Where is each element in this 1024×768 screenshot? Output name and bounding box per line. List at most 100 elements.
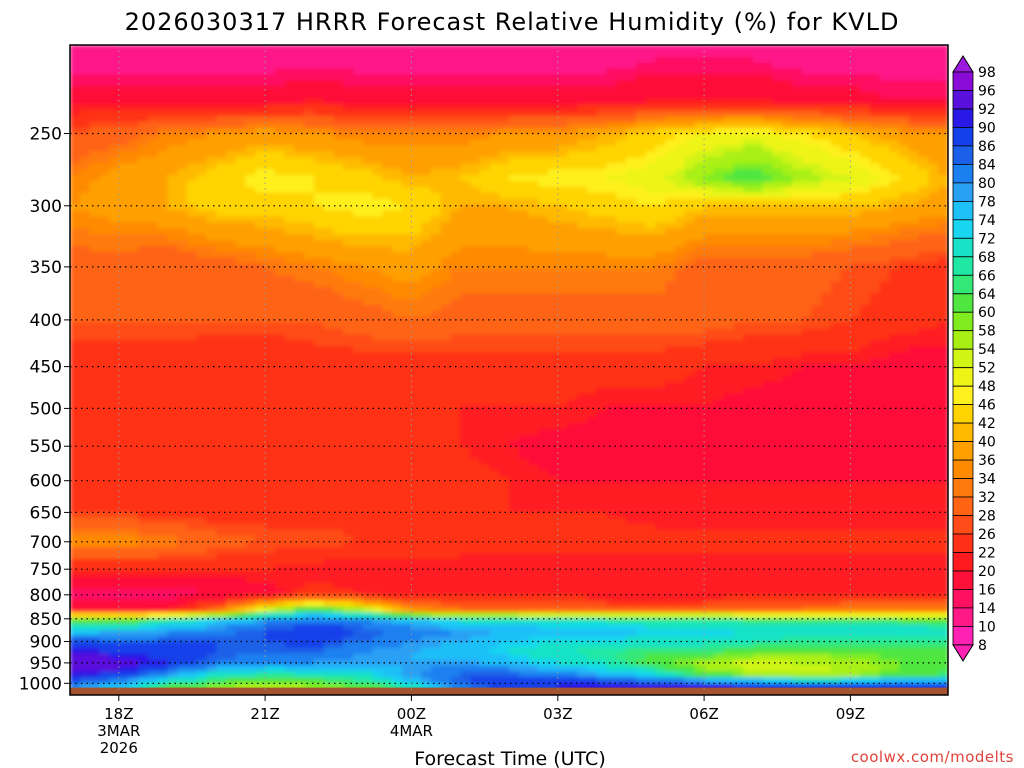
heat-cell — [128, 435, 139, 442]
heat-cell — [138, 151, 149, 158]
heat-cell — [177, 417, 188, 424]
heat-cell — [382, 68, 393, 76]
heat-cell — [489, 210, 500, 217]
heat-cell — [118, 281, 130, 288]
heat-cell — [401, 606, 413, 613]
heat-cell — [479, 157, 491, 164]
heat-cell — [128, 482, 139, 489]
heat-cell — [196, 535, 208, 542]
heat-cell — [255, 565, 266, 572]
heat-cell — [343, 511, 354, 519]
heat-cell — [411, 299, 422, 306]
heat-cell — [118, 169, 130, 176]
heat-cell — [479, 56, 491, 64]
heat-cell — [206, 340, 217, 347]
heat-cell — [489, 505, 500, 513]
heat-cell — [362, 435, 374, 442]
heat-cell — [479, 476, 491, 483]
heat-cell — [440, 429, 452, 436]
heat-cell — [362, 440, 374, 448]
heat-cell — [196, 180, 208, 188]
heat-cell — [109, 488, 120, 495]
heat-cell — [99, 115, 110, 123]
heat-cell — [333, 251, 344, 259]
heat-cell — [304, 334, 315, 342]
heat-cell — [372, 381, 383, 389]
heat-cell — [421, 139, 432, 147]
heat-cell — [313, 559, 325, 566]
heat-cell — [138, 381, 149, 389]
heat-cell — [362, 50, 374, 58]
heat-cell — [304, 570, 315, 578]
heat-cell — [187, 541, 198, 548]
heat-cell — [177, 275, 188, 282]
heat-cell — [294, 423, 305, 430]
heat-cell — [167, 476, 178, 483]
heat-cell — [294, 352, 305, 359]
heat-cell — [226, 488, 237, 495]
heat-cell — [440, 505, 452, 513]
heat-cell — [450, 523, 461, 531]
heat-cell — [362, 180, 374, 188]
heat-cell — [382, 565, 393, 572]
heat-cell — [421, 559, 432, 566]
heat-cell — [323, 251, 334, 259]
heat-cell — [255, 429, 266, 436]
heat-cell — [226, 80, 237, 87]
heat-cell — [245, 370, 256, 377]
heat-cell — [460, 287, 471, 294]
heat-cell — [235, 257, 247, 265]
heat-cell — [255, 630, 266, 637]
heat-cell — [440, 127, 452, 135]
heat-cell — [216, 671, 227, 678]
heat-cell — [109, 494, 120, 501]
heat-cell — [499, 399, 510, 407]
heat-cell — [70, 470, 81, 477]
heat-cell — [343, 541, 354, 548]
heat-cell — [352, 588, 364, 596]
heat-cell — [450, 435, 461, 442]
heat-cell — [177, 582, 188, 590]
heat-cell — [372, 523, 383, 531]
heat-cell — [226, 186, 237, 194]
heat-cell — [401, 56, 413, 64]
heat-cell — [382, 127, 393, 135]
heat-cell — [421, 505, 432, 513]
heat-cell — [294, 511, 305, 519]
heat-cell — [70, 476, 81, 483]
heat-cell — [440, 340, 452, 347]
heat-cell — [138, 683, 149, 690]
heat-cell — [343, 630, 354, 637]
heat-cell — [235, 511, 247, 519]
heat-cell — [226, 198, 237, 206]
heat-cell — [352, 222, 364, 229]
heat-cell — [167, 423, 178, 430]
heat-cell — [157, 647, 169, 655]
heat-cell — [177, 222, 188, 229]
heat-cell — [99, 364, 110, 371]
heat-cell — [401, 74, 413, 82]
heat-cell — [235, 281, 247, 288]
heat-cell — [216, 245, 227, 253]
heat-cell — [226, 411, 237, 418]
heat-cell — [479, 405, 491, 412]
heat-cell — [187, 80, 198, 87]
heat-cell — [118, 151, 130, 158]
heat-cell — [421, 104, 432, 111]
heat-cell — [89, 517, 100, 525]
heat-cell — [382, 163, 393, 170]
heat-cell — [187, 281, 198, 288]
heat-cell — [99, 594, 110, 602]
heat-cell — [401, 240, 413, 247]
heat-cell — [157, 281, 169, 288]
heat-cell — [255, 299, 266, 306]
heat-cell — [196, 435, 208, 442]
heat-cell — [148, 582, 159, 590]
heat-cell — [128, 45, 139, 52]
heat-cell — [284, 346, 295, 353]
heat-cell — [479, 240, 491, 247]
heat-cell — [323, 234, 334, 241]
heat-cell — [89, 458, 100, 466]
heat-cell — [70, 576, 81, 584]
heat-cell — [118, 74, 130, 82]
